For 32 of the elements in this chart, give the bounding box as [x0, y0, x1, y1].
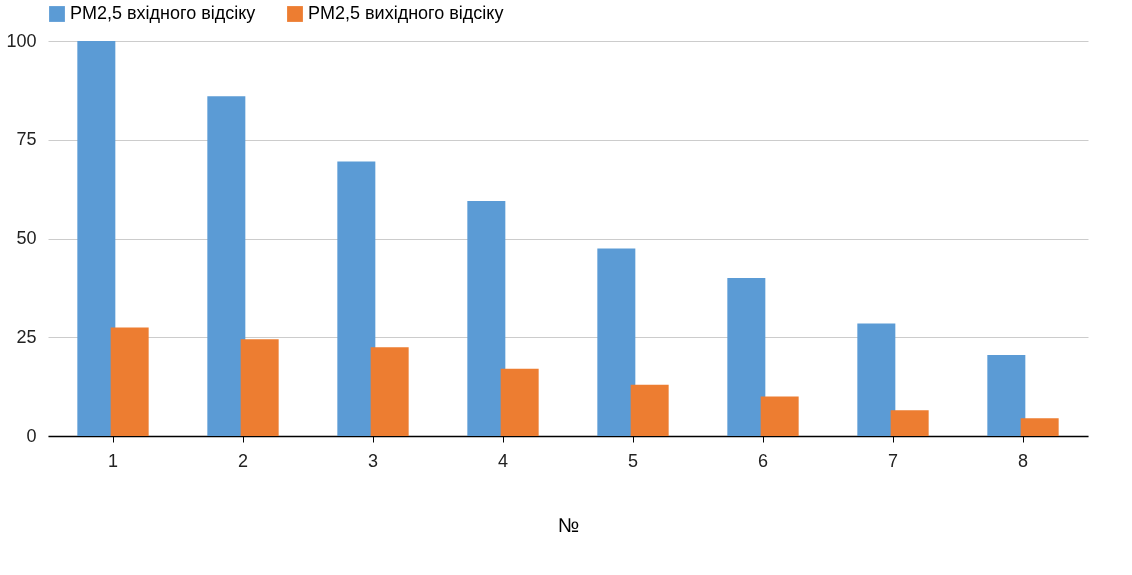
bar [337, 161, 376, 436]
bar [240, 339, 279, 436]
y-tick-label: 0 [26, 425, 37, 446]
bar [77, 41, 116, 436]
bar [987, 355, 1026, 436]
bar [207, 96, 246, 436]
x-tick-label: 4 [497, 450, 509, 471]
legend-label: PM2,5 вхідного відсіку [70, 3, 256, 23]
x-tick-label: 1 [107, 450, 119, 471]
bar [110, 327, 149, 436]
bar [467, 200, 506, 436]
x-tick-label: 8 [1017, 450, 1029, 471]
bar [1020, 418, 1059, 436]
bar [727, 278, 766, 436]
x-axis-title: № [557, 513, 580, 536]
bar [370, 347, 409, 436]
bar [500, 368, 539, 436]
x-tick-label: 5 [627, 450, 639, 471]
y-tick-label: 100 [6, 30, 37, 51]
y-tick-label: 75 [16, 129, 37, 150]
x-tick-label: 3 [367, 450, 379, 471]
bar [890, 410, 929, 436]
x-tick-label: 2 [237, 450, 249, 471]
bar [597, 248, 636, 436]
bar [857, 323, 896, 436]
bar [630, 384, 669, 436]
x-tick-label: 7 [887, 450, 899, 471]
bar [760, 396, 799, 436]
y-tick-label: 25 [16, 326, 37, 347]
legend-label: PM2,5 вихідного відсіку [308, 3, 504, 23]
x-tick-label: 6 [757, 450, 769, 471]
y-tick-label: 50 [16, 228, 37, 248]
